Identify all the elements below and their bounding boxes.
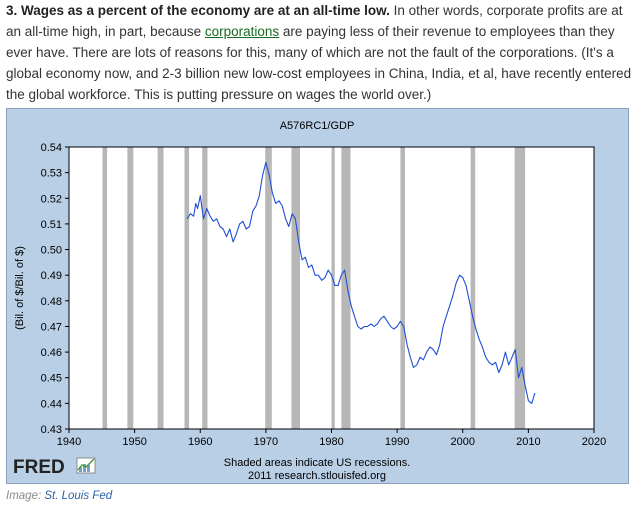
recession-band [400, 147, 405, 429]
recession-band [341, 147, 351, 429]
image-caption: Image: St. Louis Fed [6, 490, 112, 502]
x-tick-label: 1970 [254, 436, 278, 448]
x-tick-label: 1950 [122, 436, 146, 448]
y-tick-label: 0.46 [41, 347, 62, 359]
caption-source: St. Louis Fed [44, 490, 113, 502]
article-paragraph: 3. Wages as a percent of the economy are… [6, 0, 634, 105]
x-tick-label: 1990 [385, 436, 409, 448]
y-axis-label: (Bil. of $/Bil. of $) [14, 246, 26, 330]
caption-label: Image: [6, 490, 45, 502]
recession-band [470, 147, 476, 429]
x-tick-label: 2000 [451, 436, 475, 448]
recession-band [102, 147, 108, 429]
chart-frame: A576RC1/GDP (Bil. of $/Bil. of $) 0.43 0.… [6, 108, 629, 484]
recession-band [265, 147, 272, 429]
y-tick-label: 0.44 [41, 398, 62, 410]
x-tick-label: 1960 [188, 436, 212, 448]
chart-logo-icon [76, 457, 96, 474]
y-tick-label: 0.53 [41, 168, 62, 180]
y-tick-label: 0.50 [41, 245, 62, 257]
recession-bands [102, 147, 526, 429]
y-tick-label: 0.45 [41, 373, 62, 385]
x-tick-label: 2010 [516, 436, 540, 448]
fred-chart: A576RC1/GDP (Bil. of $/Bil. of $) 0.430.… [13, 120, 607, 482]
corporations-link[interactable]: corporations [204, 24, 280, 39]
series-layer [186, 161, 536, 404]
y-tick-label: 0.43 [41, 424, 62, 436]
article-heading: 3. Wages as a percent of the economy are… [6, 3, 390, 18]
fred-logo: FRED [13, 457, 96, 478]
recession-band [514, 147, 526, 429]
x-tick-label: 2020 [582, 436, 606, 448]
axes: 0.43 0.44 0.45 0.46 0.47 0.48 0.49 0.50 0.51 0.52… [41, 142, 607, 448]
recession-band [202, 147, 208, 429]
series-line [186, 161, 536, 404]
y-tick-label: 0.52 [41, 193, 62, 205]
y-tick-label: 0.47 [41, 321, 62, 333]
chart-title: A576RC1/GDP [280, 120, 355, 132]
y-tick-label: 0.51 [41, 219, 62, 231]
recession-note: Shaded areas indicate US recessions. [224, 457, 411, 469]
article-text-2: are paying less of their revenue to empl… [6, 24, 632, 102]
y-tick-label: 0.54 [41, 142, 62, 154]
recession-band [127, 147, 134, 429]
fred-logo-text: FRED [13, 457, 65, 478]
recession-band [157, 147, 164, 429]
article-text-1: In other words, corporate profits are at… [6, 3, 623, 39]
y-tick-label: 0.48 [41, 296, 62, 308]
recession-band [331, 147, 335, 429]
plot-border [68, 146, 595, 430]
x-tick-label: 1980 [319, 436, 343, 448]
recession-band [291, 147, 300, 429]
recession-band [184, 147, 190, 429]
x-tick-label: 1940 [57, 436, 81, 448]
y-tick-label: 0.49 [41, 270, 62, 282]
copyright-line: 2011 research.stlouisfed.org [248, 470, 386, 482]
